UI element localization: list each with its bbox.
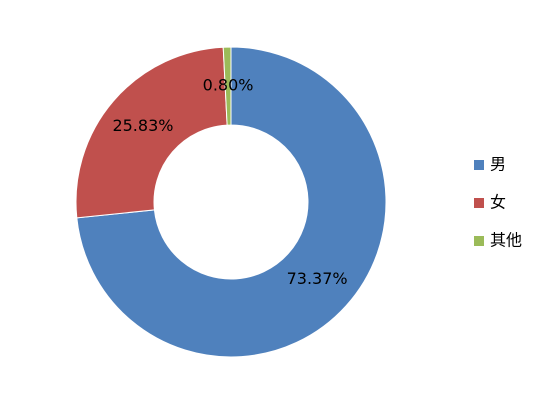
legend-label: 女 — [490, 193, 506, 212]
donut-slice — [222, 46, 232, 126]
data-label: 0.80% — [203, 76, 254, 95]
legend-swatch — [474, 198, 484, 208]
legend-label: 男 — [490, 155, 506, 174]
legend-swatch — [474, 236, 484, 246]
donut-slice — [76, 46, 387, 358]
donut-slice — [75, 46, 228, 219]
data-label: 73.37% — [287, 269, 348, 288]
data-label: 25.83% — [112, 116, 173, 135]
legend-swatch — [474, 160, 484, 170]
legend-label: 其他 — [490, 231, 522, 250]
